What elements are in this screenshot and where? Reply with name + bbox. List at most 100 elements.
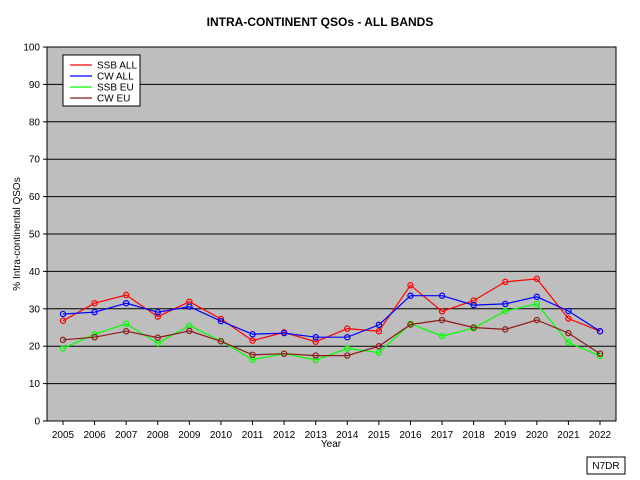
point-cw-all-2020: [533, 293, 541, 301]
point-cw-all-2008: [154, 308, 161, 316]
point-ssb-all-2017: [438, 308, 446, 315]
point-cw-eu-2015: [375, 343, 383, 350]
point-cw-eu-2011: [249, 351, 256, 359]
y-tick-label-70: 70: [29, 155, 41, 166]
point-cw-eu-2009: [186, 327, 193, 335]
point-cw-all-2013: [312, 334, 319, 341]
y-tick-label-0: 0: [34, 417, 40, 428]
y-tick-label-80: 80: [29, 117, 41, 128]
x-tick-label-2019: 2019: [494, 430, 517, 441]
y-tick-label-100: 100: [23, 43, 40, 54]
point-cw-all-2010: [217, 317, 225, 325]
series-layer: [59, 275, 604, 364]
point-ssb-all-2013: [312, 338, 319, 345]
y-tick-label-40: 40: [29, 267, 41, 278]
y-tick-label-50: 50: [29, 230, 41, 241]
legend-label-cw-all: CW ALL: [97, 72, 134, 83]
point-cw-all-2019: [502, 300, 509, 308]
credit-label: N7DR: [592, 461, 619, 472]
y-axis-label: % Intra-continental QSOs: [12, 177, 23, 290]
point-cw-all-2006: [91, 308, 98, 316]
point-ssb-all-2007: [122, 291, 130, 299]
x-tick-label-2018: 2018: [463, 430, 486, 441]
x-tick-label-2013: 2013: [305, 430, 328, 441]
x-tick-label-2020: 2020: [526, 430, 549, 441]
legend-label-ssb-all: SSB ALL: [97, 61, 137, 72]
point-ssb-all-2021: [565, 315, 572, 322]
y-tick-label-30: 30: [29, 304, 41, 315]
x-tick-label-2021: 2021: [557, 430, 580, 441]
x-tick-label-2022: 2022: [589, 430, 612, 441]
point-cw-eu-2014: [344, 352, 351, 359]
x-axis-ticks: 2005 2006 2007 2008 2009 2010 2011 2012 2013 2014…: [52, 421, 612, 441]
x-tick-label-2011: 2011: [242, 430, 264, 441]
credit-box: [586, 456, 626, 475]
point-cw-eu-2018: [470, 324, 477, 331]
point-cw-eu-2006: [91, 334, 98, 341]
x-tick-label-2012: 2012: [273, 430, 296, 441]
point-cw-all-2021: [565, 307, 572, 315]
point-cw-all-2017: [438, 292, 446, 299]
point-ssb-eu-2015: [375, 349, 383, 356]
point-cw-eu-2019: [502, 326, 509, 333]
x-tick-label-2009: 2009: [178, 430, 201, 441]
point-cw-all-2015: [375, 321, 383, 329]
point-cw-eu-2021: [565, 329, 572, 337]
point-cw-eu-2008: [154, 334, 161, 341]
y-tick-label-10: 10: [29, 379, 41, 390]
point-ssb-eu-2019: [502, 307, 509, 315]
point-ssb-eu-2017: [438, 332, 446, 340]
point-ssb-all-2005: [59, 317, 67, 324]
point-ssb-eu-2014: [344, 345, 351, 352]
point-ssb-all-2015: [375, 328, 383, 335]
point-ssb-eu-2021: [565, 339, 572, 346]
plot-frame: [46, 46, 617, 422]
point-cw-eu-2013: [312, 352, 319, 359]
point-cw-eu-2012: [280, 350, 288, 357]
chart-title: INTRA-CONTINENT QSOs - ALL BANDS: [207, 15, 434, 29]
point-ssb-eu-2013: [312, 356, 319, 364]
y-axis-ticks: 0 10 20 30 40 50 60 70 80 90 100: [23, 43, 47, 428]
point-cw-all-2012: [280, 329, 288, 337]
x-tick-label-2008: 2008: [147, 430, 170, 441]
point-ssb-eu-2007: [122, 320, 130, 327]
point-ssb-all-2008: [154, 313, 161, 320]
point-ssb-all-2016: [407, 282, 414, 289]
series-line-ssb-eu: [62, 303, 601, 361]
x-tick-label-2014: 2014: [336, 430, 359, 441]
point-cw-all-2011: [249, 331, 256, 338]
x-tick-label-2017: 2017: [431, 430, 454, 441]
point-ssb-all-2020: [533, 275, 541, 283]
y-tick-label-20: 20: [29, 342, 41, 353]
y-tick-label-90: 90: [29, 80, 41, 91]
point-cw-all-2007: [122, 299, 130, 307]
x-tick-label-2015: 2015: [368, 430, 391, 441]
point-cw-eu-2020: [533, 316, 541, 324]
x-tick-label-2005: 2005: [52, 430, 75, 441]
point-ssb-eu-2020: [533, 300, 541, 308]
legend-label-ssb-eu: SSB EU: [97, 83, 134, 94]
point-cw-all-2009: [186, 303, 193, 310]
point-ssb-all-2018: [470, 297, 477, 304]
x-tick-label-2007: 2007: [115, 430, 138, 441]
point-cw-all-2022: [596, 328, 604, 335]
point-cw-eu-2010: [217, 338, 225, 345]
series-line-cw-all: [62, 295, 601, 338]
y-tick-label-60: 60: [29, 192, 41, 203]
x-axis-label: Year: [321, 439, 342, 450]
point-cw-eu-2005: [59, 336, 67, 344]
point-cw-all-2014: [344, 334, 351, 341]
point-cw-eu-2007: [122, 328, 130, 335]
point-ssb-all-2011: [249, 337, 256, 344]
point-ssb-eu-2005: [59, 345, 67, 352]
point-cw-all-2005: [59, 310, 67, 318]
point-ssb-all-2014: [344, 325, 351, 332]
point-cw-all-2016: [407, 292, 414, 299]
point-cw-eu-2022: [596, 350, 604, 357]
point-cw-all-2018: [470, 301, 477, 309]
point-cw-eu-2016: [407, 321, 414, 328]
series-line-cw-eu: [62, 319, 601, 357]
legend-label-cw-eu: CW EU: [97, 94, 130, 105]
